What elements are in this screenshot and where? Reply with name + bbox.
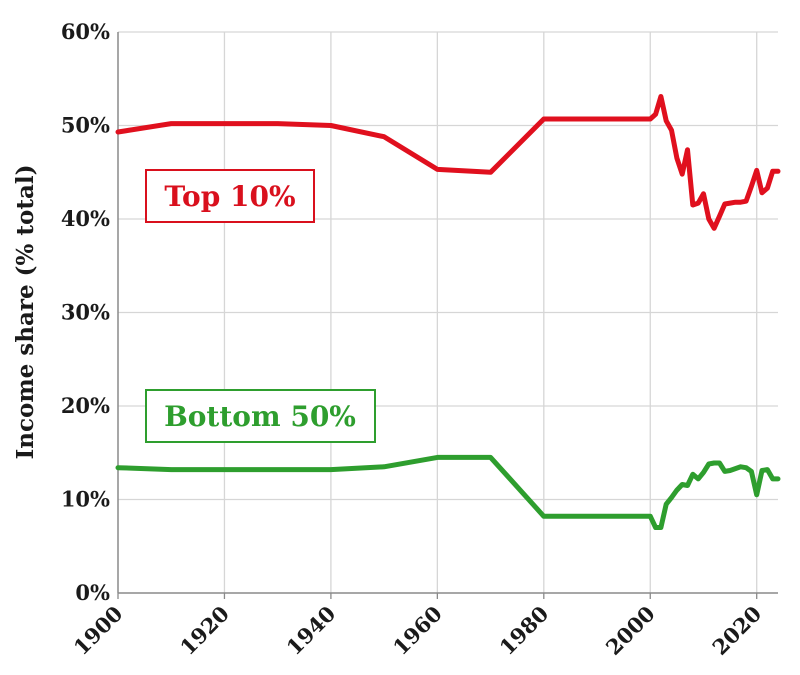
y-tick-label: 10% <box>61 487 110 512</box>
x-tick-label: 1940 <box>281 601 340 660</box>
series-label-bottom-50-text: Bottom 50% <box>164 400 356 433</box>
y-tick-label: 20% <box>61 393 110 418</box>
y-tick-label: 30% <box>61 300 110 325</box>
y-axis-ticks: 0% 10% 20% 30% 40% 50% 60% <box>61 19 110 605</box>
series-line-bottom-50 <box>115 454 781 530</box>
series-label-top-10: Top 10% <box>145 169 315 223</box>
y-axis-title: Income share (% total) <box>12 165 39 460</box>
y-tick-label: 0% <box>75 580 110 605</box>
y-tick-label: 60% <box>61 19 110 44</box>
x-tick-label: 1980 <box>494 601 553 660</box>
y-tick-label: 40% <box>61 206 110 231</box>
grid <box>118 31 778 593</box>
x-tick-label: 1900 <box>69 601 128 660</box>
series-line-top-10 <box>115 94 781 231</box>
x-tick-label: 1960 <box>388 601 447 660</box>
series-lines <box>115 94 781 530</box>
x-axis-ticks: 1900 1920 1940 1960 1980 2000 2020 <box>69 601 767 660</box>
x-tick-label: 2000 <box>601 601 660 660</box>
axes <box>117 32 778 599</box>
x-tick-label: 2020 <box>707 601 766 660</box>
x-tick-label: 1920 <box>175 601 234 660</box>
series-label-top-10-text: Top 10% <box>164 180 295 213</box>
y-tick-label: 50% <box>61 113 110 138</box>
series-label-bottom-50: Bottom 50% <box>145 389 376 443</box>
